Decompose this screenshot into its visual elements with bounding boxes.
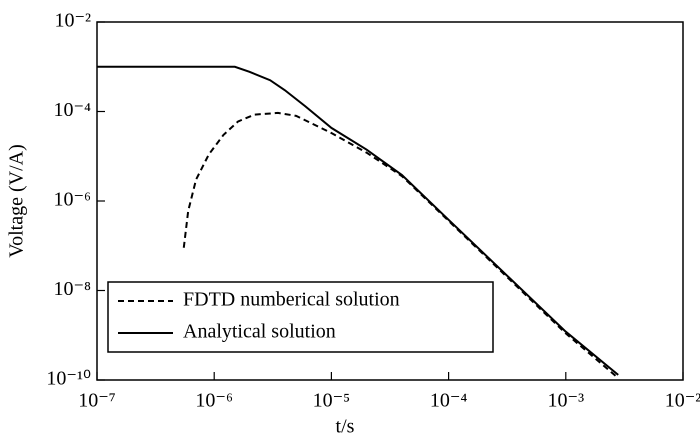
legend-label: Analytical solution xyxy=(183,321,336,343)
y-axis-label: Voltage (V/A) xyxy=(6,144,28,258)
x-tick-label: 10⁻⁶ xyxy=(195,390,233,412)
x-tick-label: 10⁻³ xyxy=(548,390,585,412)
legend-box xyxy=(107,281,494,353)
legend-label: FDTD numberical solution xyxy=(183,289,400,311)
x-tick-label: 10⁻⁷ xyxy=(78,390,116,412)
y-tick-label: 10⁻¹⁰ xyxy=(46,368,91,390)
y-tick-label: 10⁻⁶ xyxy=(53,189,91,211)
series-line xyxy=(182,111,618,378)
y-tick-label: 10⁻⁴ xyxy=(53,99,91,121)
y-tick-label: 10⁻⁸ xyxy=(53,278,91,300)
series-line xyxy=(97,65,619,376)
x-tick-label: 10⁻² xyxy=(665,390,700,412)
y-tick-label: 10⁻² xyxy=(54,10,91,32)
x-axis-label: t/s xyxy=(336,416,355,438)
x-tick-label: 10⁻⁵ xyxy=(313,390,351,412)
x-tick-label: 10⁻⁴ xyxy=(430,390,468,412)
